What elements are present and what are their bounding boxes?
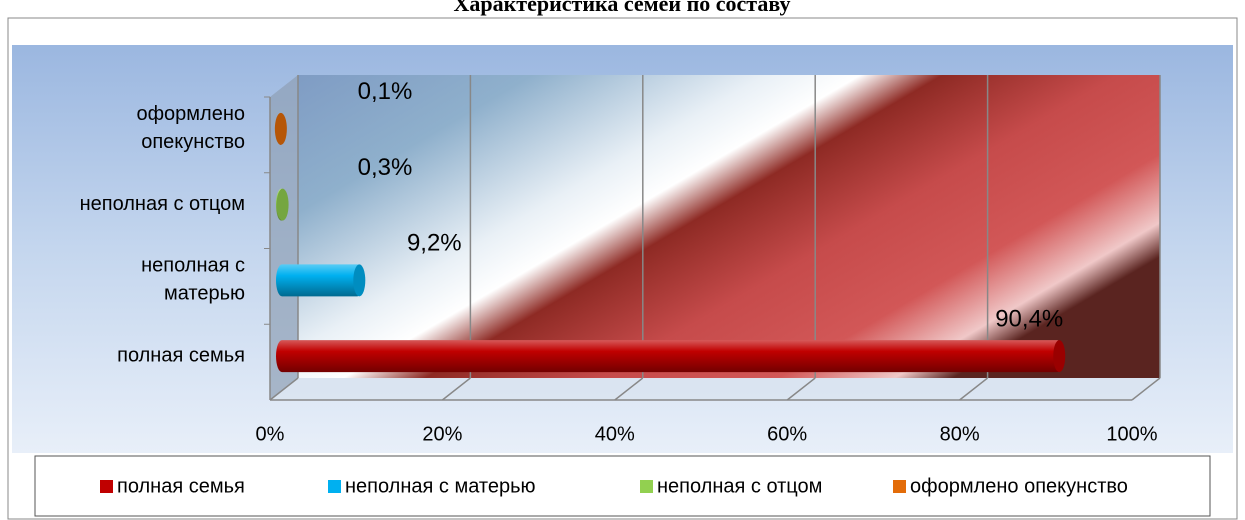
bar	[276, 340, 1064, 373]
grid-line	[1131, 377, 1161, 401]
bar-end	[353, 264, 366, 297]
y-tick-label: опекунство	[141, 131, 245, 153]
grid-line	[959, 377, 989, 401]
floor	[270, 378, 1160, 400]
legend-label: оформлено опекунство	[910, 475, 1128, 497]
x-tick-label: 0%	[256, 423, 285, 445]
x-tick-label: 20%	[422, 423, 462, 445]
legend-label: неполная с отцом	[657, 475, 822, 497]
bar-end	[276, 188, 289, 221]
bar	[276, 264, 364, 297]
x-tick-label: 80%	[940, 423, 980, 445]
legend-swatch	[328, 480, 341, 493]
legend-box	[34, 455, 1211, 517]
legend-swatch	[100, 480, 113, 493]
grid-line	[786, 377, 816, 401]
back-wall	[298, 75, 1160, 378]
grid-line	[441, 377, 471, 401]
legend-swatch	[893, 480, 906, 493]
chart-title: Характеристика семей по составу	[453, 0, 790, 16]
bar-end	[1053, 340, 1066, 373]
y-tick-label: неполная с	[141, 255, 245, 277]
y-tick-label: неполная с отцом	[80, 193, 245, 215]
side-wall	[270, 75, 298, 400]
legend-label: неполная с матерью	[345, 475, 536, 497]
x-tick-label: 40%	[595, 423, 635, 445]
legend-label: полная семья	[117, 475, 245, 497]
grid-line	[614, 377, 644, 401]
data-label: 0,1%	[358, 78, 413, 105]
grid-line	[269, 377, 299, 401]
y-tick-label: полная семья	[117, 344, 245, 366]
x-tick-label: 100%	[1106, 423, 1157, 445]
data-label: 9,2%	[407, 230, 462, 257]
y-tick-label: оформлено	[136, 103, 245, 125]
legend-swatch	[640, 480, 653, 493]
data-label: 90,4%	[995, 305, 1063, 332]
x-tick-label: 60%	[767, 423, 807, 445]
y-tick-label: матерью	[164, 283, 245, 305]
bar-end	[274, 112, 287, 145]
data-label: 0,3%	[358, 154, 413, 181]
